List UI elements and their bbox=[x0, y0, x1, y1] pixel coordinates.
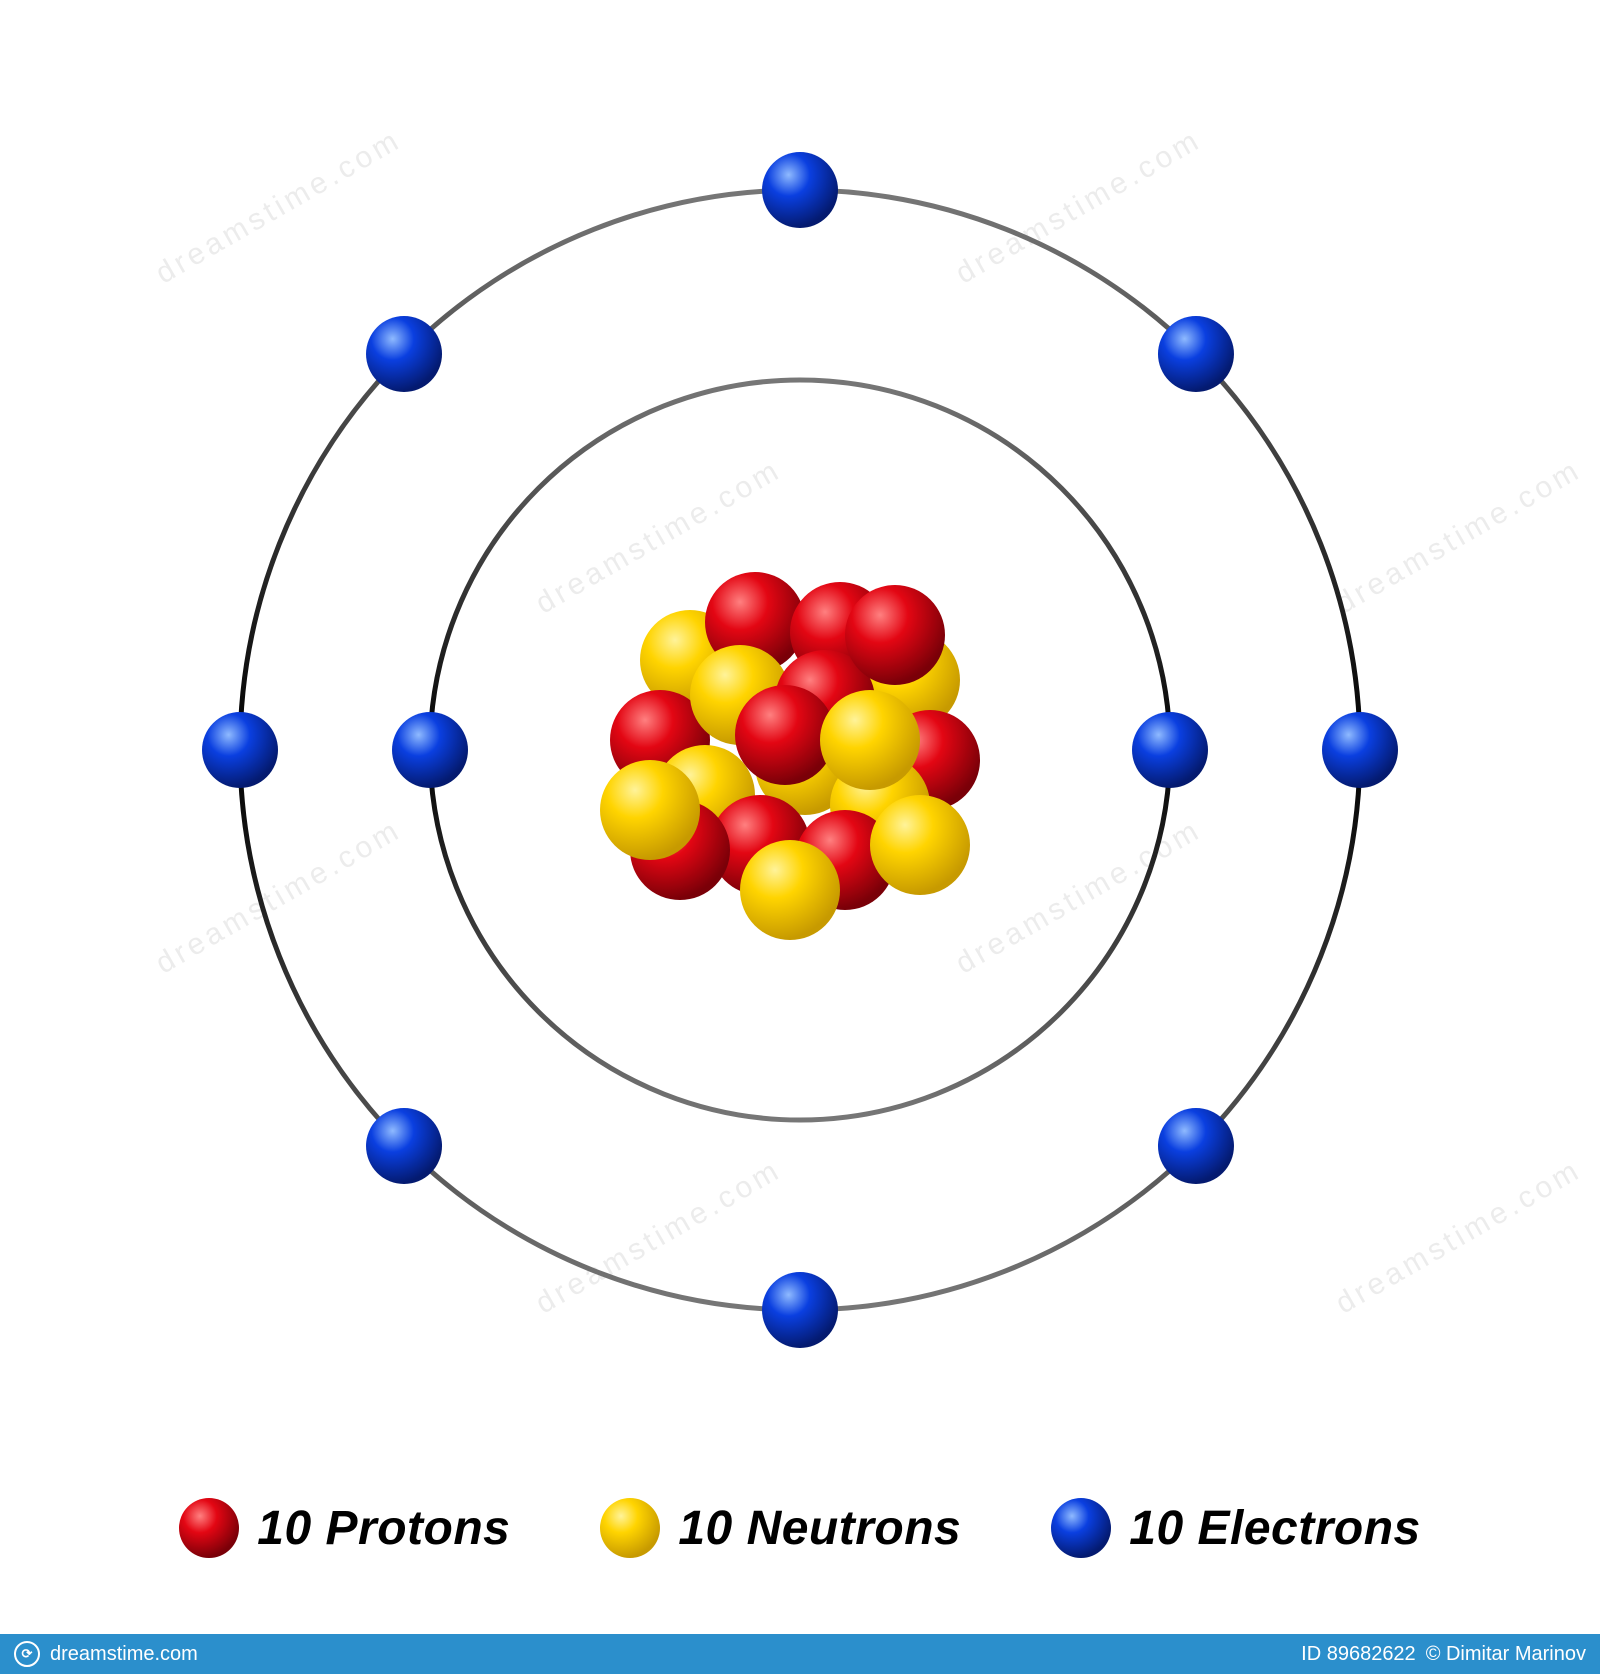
electron-sphere bbox=[366, 316, 442, 392]
electron-sphere bbox=[366, 1108, 442, 1184]
electron-sphere bbox=[1132, 712, 1208, 788]
legend-label: 10 Electrons bbox=[1129, 1501, 1420, 1556]
legend-swatch-icon bbox=[600, 1498, 660, 1558]
footer-site: dreamstime.com bbox=[50, 1643, 198, 1666]
footer-left: ⟳ dreamstime.com bbox=[14, 1641, 198, 1667]
nucleus bbox=[600, 572, 980, 940]
footer-right: ID 89682622 © Dimitar Marinov bbox=[1301, 1643, 1586, 1666]
legend-swatch-icon bbox=[1051, 1498, 1111, 1558]
legend-item-1: 10 Neutrons bbox=[600, 1498, 961, 1558]
footer-id: ID 89682622 bbox=[1301, 1643, 1416, 1666]
electron-sphere bbox=[392, 712, 468, 788]
legend-label: 10 Neutrons bbox=[678, 1501, 961, 1556]
electron-sphere bbox=[1322, 712, 1398, 788]
electron-sphere bbox=[762, 152, 838, 228]
neutron-sphere bbox=[600, 760, 700, 860]
legend: 10 Protons 10 Neutrons 10 Electrons bbox=[0, 1498, 1600, 1558]
footer-logo-icon: ⟳ bbox=[14, 1641, 40, 1667]
neutron-sphere bbox=[870, 795, 970, 895]
legend-item-0: 10 Protons bbox=[179, 1498, 510, 1558]
electron-sphere bbox=[1158, 1108, 1234, 1184]
atom-diagram-stage: dreamstime.comdreamstime.comdreamstime.c… bbox=[0, 0, 1600, 1674]
atom-svg bbox=[0, 0, 1600, 1674]
proton-sphere bbox=[845, 585, 945, 685]
electron-sphere bbox=[202, 712, 278, 788]
footer-bar: ⟳ dreamstime.com ID 89682622 © Dimitar M… bbox=[0, 1634, 1600, 1674]
legend-item-2: 10 Electrons bbox=[1051, 1498, 1420, 1558]
electron-sphere bbox=[762, 1272, 838, 1348]
neutron-sphere bbox=[820, 690, 920, 790]
neutron-sphere bbox=[740, 840, 840, 940]
electron-sphere bbox=[1158, 316, 1234, 392]
footer-copyright: © Dimitar Marinov bbox=[1426, 1643, 1586, 1666]
proton-sphere bbox=[735, 685, 835, 785]
legend-swatch-icon bbox=[179, 1498, 239, 1558]
legend-label: 10 Protons bbox=[257, 1501, 510, 1556]
